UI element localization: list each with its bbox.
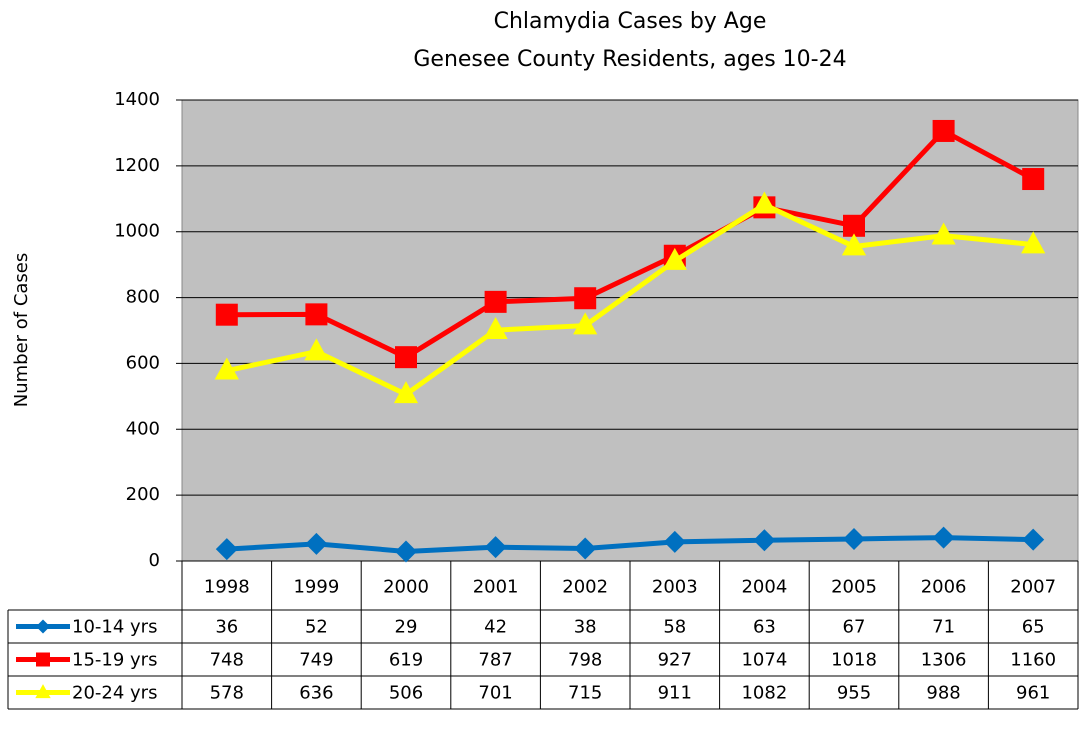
legend-label: 15-19 yrs (72, 650, 157, 671)
y-tick-label: 800 (126, 287, 160, 308)
y-tick-label: 600 (126, 352, 160, 373)
x-tick-label: 2001 (473, 577, 519, 598)
table-value: 961 (1016, 683, 1050, 704)
series-marker (931, 222, 956, 245)
series-marker (395, 346, 417, 369)
x-tick-label: 2005 (831, 577, 877, 598)
table-value: 71 (932, 617, 955, 638)
table-value: 1082 (741, 683, 787, 704)
series-marker (215, 538, 238, 561)
table-value: 1160 (1010, 650, 1056, 671)
series-marker (843, 214, 865, 237)
x-tick-label: 2000 (383, 577, 429, 598)
table-value: 955 (837, 683, 871, 704)
series-line (226, 127, 1035, 361)
legend-label: 10-14 yrs (72, 617, 157, 638)
table-value: 36 (215, 617, 238, 638)
table-value: 749 (299, 650, 333, 671)
table-value: 578 (210, 683, 244, 704)
table-value: 1018 (831, 650, 877, 671)
x-tick-label: 2002 (562, 577, 608, 598)
table-value: 787 (478, 650, 512, 671)
series-marker (574, 537, 597, 560)
table-value: 52 (305, 617, 328, 638)
table-value: 911 (658, 683, 692, 704)
table-value: 619 (389, 650, 423, 671)
y-tick-label: 200 (126, 484, 160, 505)
x-tick-label: 2006 (921, 577, 967, 598)
table-value: 63 (753, 617, 776, 638)
table-value: 927 (658, 650, 692, 671)
series-marker (841, 233, 867, 256)
table-value: 38 (574, 617, 597, 638)
table-value: 1074 (741, 650, 787, 671)
table-value: 701 (478, 683, 512, 704)
y-tick-label: 1000 (114, 221, 160, 242)
series-marker (932, 526, 955, 549)
series-marker (574, 287, 597, 310)
table-value: 798 (568, 650, 602, 671)
y-axis-label: Number of Cases (11, 253, 32, 408)
series-marker (573, 312, 598, 335)
x-tick-label: 2003 (652, 577, 698, 598)
series-marker (662, 247, 687, 270)
series-marker (395, 540, 417, 563)
chart-subtitle: Genesee County Residents, ages 10-24 (413, 47, 846, 72)
series-marker (843, 527, 865, 550)
series-marker (1021, 231, 1046, 254)
table-value: 42 (484, 617, 507, 638)
series-marker (484, 290, 507, 313)
series-marker (752, 191, 777, 214)
y-tick-label: 1400 (114, 89, 160, 110)
series-line (226, 535, 1034, 554)
table-value: 748 (210, 650, 244, 671)
y-tick-label: 1200 (114, 155, 160, 176)
table-value: 67 (843, 617, 866, 638)
series-marker (932, 119, 955, 142)
table-value: 1306 (921, 650, 967, 671)
chart-title: Chlamydia Cases by Age (494, 9, 767, 34)
table-value: 715 (568, 683, 602, 704)
legend-label: 20-24 yrs (72, 683, 157, 704)
plot-area (181, 99, 1079, 562)
series-marker (663, 530, 686, 553)
series-marker (1022, 168, 1045, 191)
series-marker (304, 338, 329, 361)
series-marker (483, 316, 508, 339)
table-value: 29 (395, 617, 418, 638)
series-marker (393, 381, 419, 404)
series-marker (753, 529, 776, 552)
series-marker (215, 303, 238, 326)
y-tick-label: 400 (126, 418, 160, 439)
x-tick-label: 2004 (741, 577, 787, 598)
legend-marker (36, 619, 50, 634)
table-value: 636 (299, 683, 333, 704)
x-tick-label: 2007 (1010, 577, 1056, 598)
table-value: 988 (926, 683, 960, 704)
x-tick-label: 1999 (293, 577, 339, 598)
y-tick-label: 0 (149, 550, 160, 571)
series-marker (484, 536, 507, 559)
series-marker (214, 357, 239, 380)
legend-marker (36, 652, 50, 667)
series-line (226, 201, 1034, 398)
table-value: 65 (1022, 617, 1045, 638)
table-value: 58 (663, 617, 686, 638)
series-marker (1022, 528, 1045, 551)
series-marker (305, 532, 328, 555)
x-tick-label: 1998 (204, 577, 250, 598)
series-marker (305, 303, 328, 326)
table-value: 506 (389, 683, 423, 704)
legend-marker (35, 684, 51, 699)
